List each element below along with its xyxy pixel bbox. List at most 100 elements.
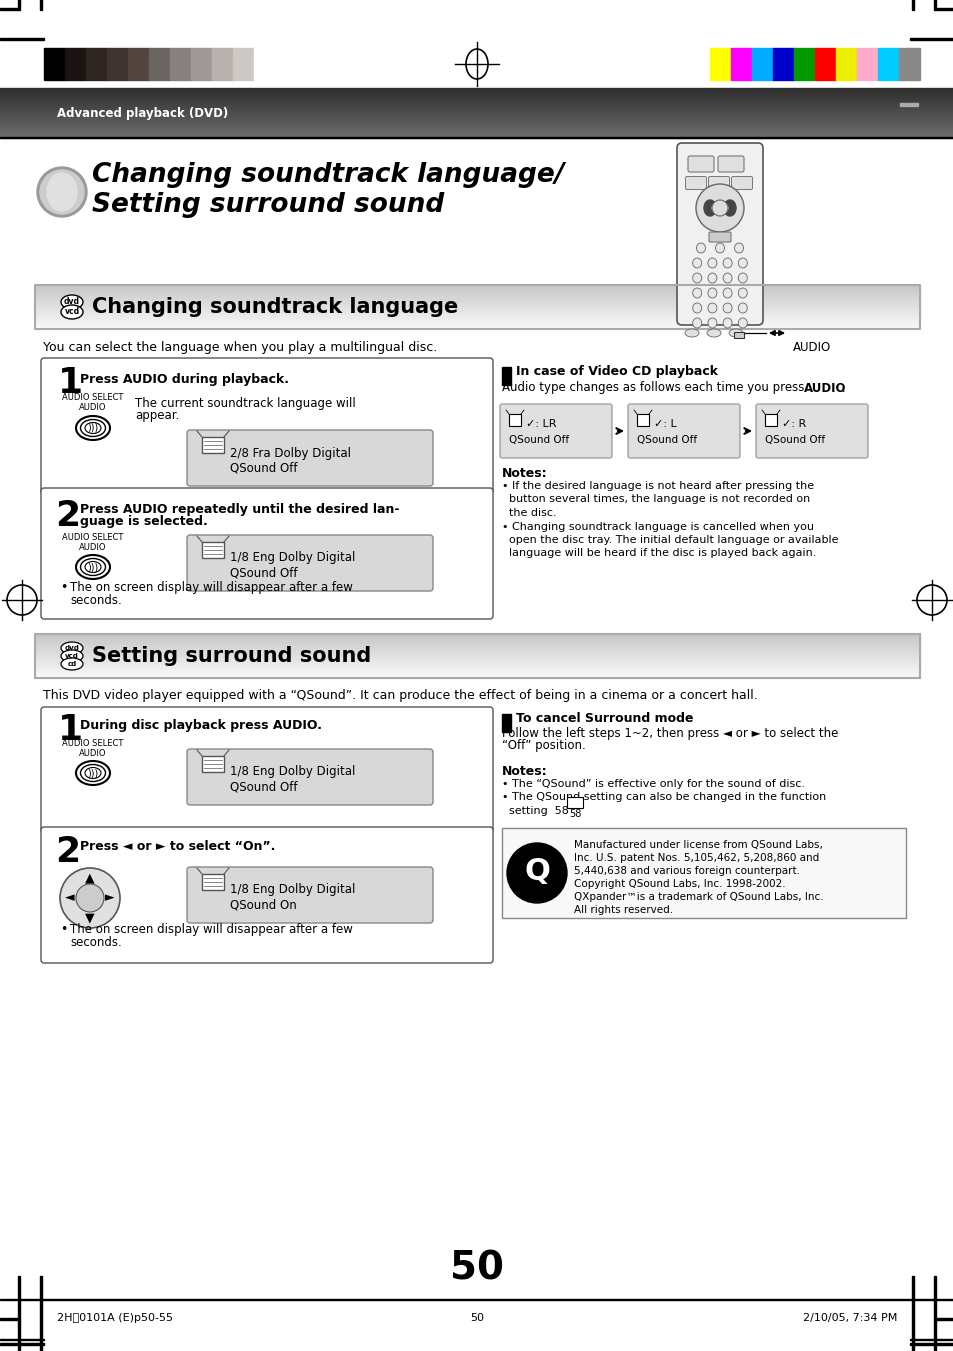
Bar [191,49,212,80]
FancyBboxPatch shape [499,404,612,458]
Bar [835,49,856,80]
Bar [814,49,835,80]
Text: QSound Off: QSound Off [509,435,569,444]
FancyBboxPatch shape [187,867,433,923]
Bar [637,413,648,426]
Text: • The “QSound” is effective only for the sound of disc.: • The “QSound” is effective only for the… [501,780,804,789]
Ellipse shape [692,288,701,299]
Ellipse shape [722,303,731,313]
FancyBboxPatch shape [677,143,762,326]
Text: 50: 50 [450,1250,503,1288]
FancyBboxPatch shape [41,707,493,834]
Text: .: . [841,381,845,394]
Ellipse shape [707,303,716,313]
Text: setting  58 .: setting 58 . [501,807,576,816]
Bar [909,38,953,41]
Text: Setting surround sound: Setting surround sound [91,646,371,666]
Bar [149,49,170,80]
Text: QSound Off: QSound Off [230,462,297,474]
Text: The current soundtrack language will: The current soundtrack language will [135,396,355,409]
Bar [898,49,919,80]
Circle shape [696,184,743,232]
Bar [509,413,520,426]
Text: 2/8 Fra Dolby Digital: 2/8 Fra Dolby Digital [230,446,351,459]
Text: 1/8 Eng Dolby Digital: 1/8 Eng Dolby Digital [230,551,355,565]
Text: vcd: vcd [65,308,79,316]
Text: 2/10/05, 7:34 PM: 2/10/05, 7:34 PM [801,1313,896,1323]
FancyBboxPatch shape [755,404,867,458]
Bar [44,49,65,80]
Bar [709,49,730,80]
FancyBboxPatch shape [708,177,729,189]
Text: dvd: dvd [64,297,80,307]
Text: button several times, the language is not recorded on: button several times, the language is no… [501,494,809,504]
Circle shape [711,200,727,216]
Text: All rights reserved.: All rights reserved. [574,905,673,915]
Bar [65,49,86,80]
Text: guage is selected.: guage is selected. [80,516,208,528]
Ellipse shape [40,170,84,213]
Text: ✓: L: ✓: L [654,419,676,430]
Text: The on screen display will disappear after a few: The on screen display will disappear aft… [70,581,353,594]
Bar [935,1319,953,1320]
Bar [0,1298,953,1300]
Text: 2: 2 [55,499,80,534]
Ellipse shape [722,288,731,299]
Text: AUDIO: AUDIO [803,381,845,394]
Text: Q: Q [523,857,549,885]
Text: open the disc tray. The initial default language or available: open the disc tray. The initial default … [501,535,838,544]
Ellipse shape [47,173,77,211]
Ellipse shape [728,330,742,336]
Ellipse shape [706,330,720,336]
Ellipse shape [738,273,746,282]
Bar [733,332,743,338]
Bar [501,367,511,385]
FancyBboxPatch shape [187,535,433,590]
Text: appear.: appear. [135,409,179,423]
FancyBboxPatch shape [627,404,740,458]
Bar [730,49,751,80]
Text: vcd: vcd [65,653,79,659]
Ellipse shape [61,658,83,670]
Ellipse shape [692,258,701,267]
Bar [202,542,224,558]
Text: This DVD video player equipped with a “QSound”. It can produce the effect of bei: This DVD video player equipped with a “Q… [43,689,757,703]
Bar [18,0,20,9]
FancyBboxPatch shape [187,430,433,486]
Bar [40,1275,42,1351]
FancyBboxPatch shape [708,232,730,242]
Circle shape [506,843,566,902]
Bar [501,828,905,917]
Text: 2: 2 [55,835,80,869]
Text: Press AUDIO during playback.: Press AUDIO during playback. [80,373,289,385]
Text: •: • [60,924,68,936]
Ellipse shape [61,305,83,319]
Text: 58: 58 [568,809,580,819]
Ellipse shape [738,303,746,313]
Bar [0,38,44,41]
Ellipse shape [722,258,731,267]
Ellipse shape [722,317,731,328]
Ellipse shape [37,168,87,218]
Text: Inc. U.S. patent Nos. 5,105,462, 5,208,860 and: Inc. U.S. patent Nos. 5,105,462, 5,208,8… [574,852,819,863]
Ellipse shape [723,200,735,216]
Bar [202,874,224,890]
Text: ✓: LR: ✓: LR [525,419,556,430]
Bar [933,1275,935,1351]
Bar [0,1319,18,1320]
Text: Copyright QSound Labs, Inc. 1998-2002.: Copyright QSound Labs, Inc. 1998-2002. [574,880,785,889]
Text: In case of Video CD playback: In case of Video CD playback [516,365,718,377]
Bar [764,413,776,426]
Bar [202,757,224,771]
Ellipse shape [707,288,716,299]
Text: “Off” position.: “Off” position. [501,739,585,753]
Text: 1/8 Eng Dolby Digital: 1/8 Eng Dolby Digital [230,884,355,897]
Bar [18,1275,20,1351]
Bar [856,49,877,80]
Bar [40,0,42,9]
Text: 1/8 Eng Dolby Digital: 1/8 Eng Dolby Digital [230,766,355,778]
Ellipse shape [703,200,716,216]
Bar [909,1339,953,1340]
Text: During disc playback press AUDIO.: During disc playback press AUDIO. [80,720,322,732]
Text: QSound Off: QSound Off [230,566,297,580]
